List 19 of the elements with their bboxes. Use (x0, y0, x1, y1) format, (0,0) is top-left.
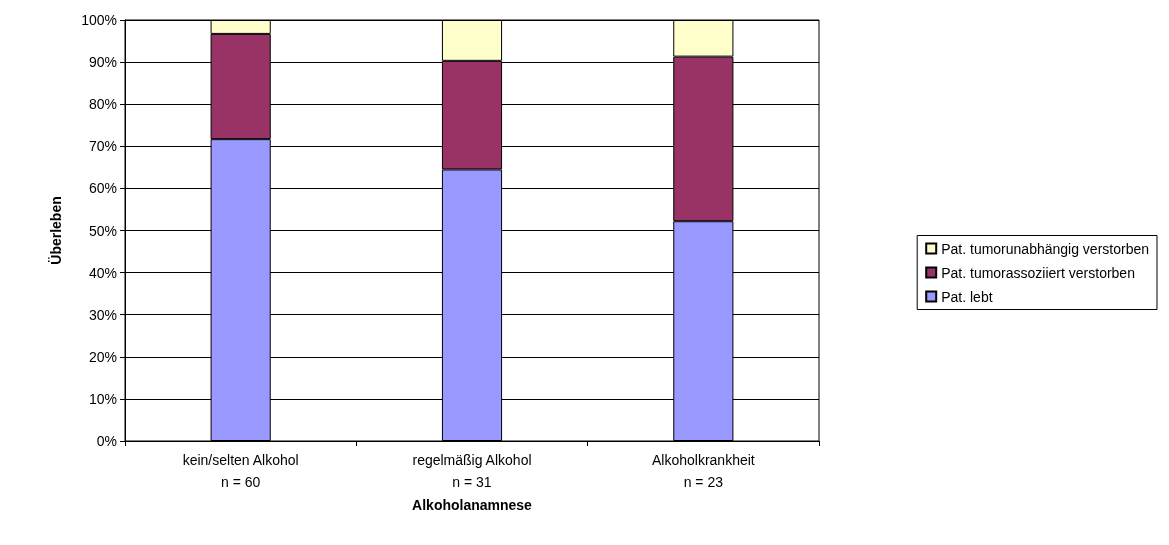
y-tick-label: 80% (88, 96, 117, 113)
legend-label: Pat. tumorunabhängig verstorben (941, 240, 1150, 257)
y-tick-label: 70% (88, 138, 117, 155)
y-tick-label: 90% (88, 54, 117, 71)
y-tick-label: 50% (88, 222, 117, 239)
y-tick-label: 30% (88, 306, 117, 323)
legend-label: Pat. tumorassoziiert verstorben (941, 264, 1135, 281)
y-tick-label: 20% (88, 348, 117, 365)
x-tick-label: regelmäßig Alkohol n = 31 (412, 452, 532, 490)
y-axis-title: Überleben (48, 196, 64, 265)
y-tick-label: 0% (96, 433, 117, 449)
x-tick-label: kein/selten Alkohol n = 60 (182, 452, 299, 490)
y-tick-label: 10% (88, 390, 117, 407)
x-tick-label: Alkoholkrankheit n = 23 (651, 452, 755, 490)
y-tick-label: 60% (88, 180, 117, 197)
y-tick-label: 100% (81, 12, 117, 28)
y-tick-label: 40% (88, 264, 117, 281)
legend-label: Pat. lebt (941, 288, 993, 305)
x-axis-title: Alkoholanamnese (412, 496, 533, 513)
